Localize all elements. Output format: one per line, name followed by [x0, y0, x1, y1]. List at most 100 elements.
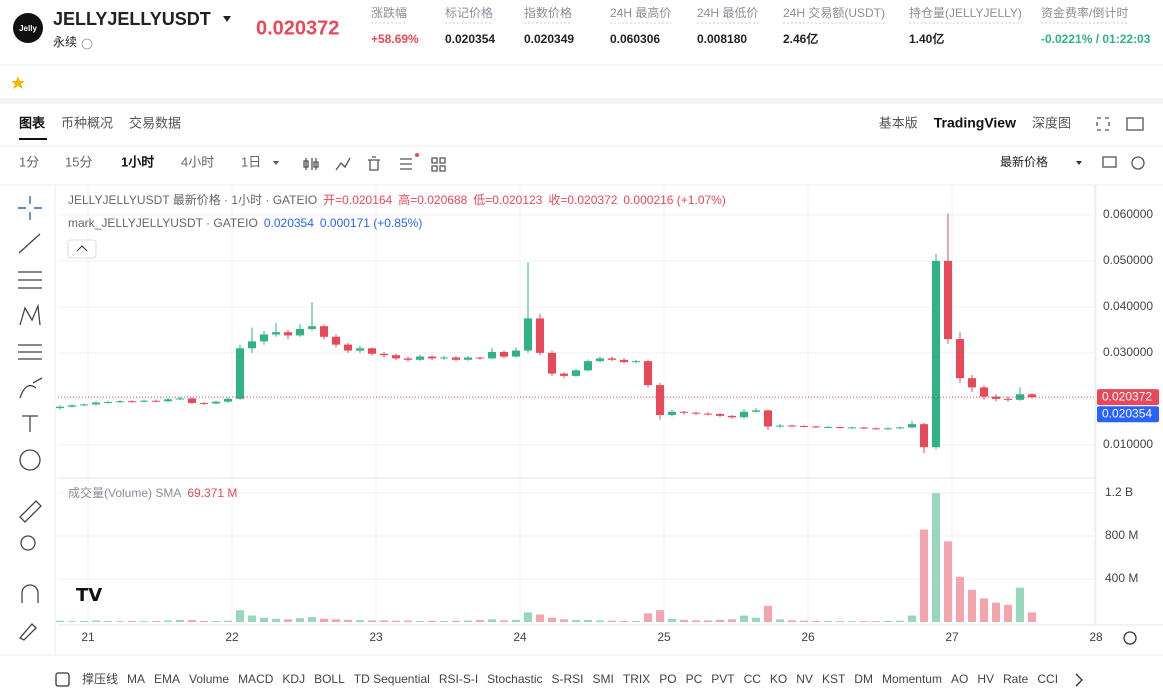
calendar-icon[interactable]: [55, 672, 70, 687]
indicator[interactable]: MACD: [238, 672, 274, 686]
volume-bar: [920, 529, 928, 622]
volume-bar: [56, 620, 64, 622]
dropdown-arrow[interactable]: [223, 16, 231, 22]
indicator[interactable]: Momentum: [882, 672, 942, 686]
time-axis-label: 26: [801, 630, 815, 644]
toolbar-icons: [303, 117, 1145, 172]
projection-tool[interactable]: [18, 344, 42, 360]
indicator[interactable]: SMI: [593, 672, 614, 686]
volume-bar: [824, 620, 832, 622]
candle-body: [632, 361, 640, 363]
indicator[interactable]: Volume: [189, 672, 229, 686]
tab[interactable]: 图表: [19, 115, 46, 130]
indicator[interactable]: Rate: [1003, 672, 1029, 686]
magnet-tool[interactable]: [21, 584, 39, 603]
volume-bar: [248, 615, 256, 622]
indicator[interactable]: NV: [796, 672, 813, 686]
view-tab[interactable]: 深度图: [1032, 115, 1071, 130]
interval[interactable]: 1分: [19, 154, 39, 169]
logo[interactable]: [13, 13, 43, 43]
favorite-star[interactable]: [11, 76, 25, 89]
indicator[interactable]: S-RSI: [552, 672, 584, 686]
interval[interactable]: 4小时: [181, 154, 214, 169]
indicator[interactable]: MA: [127, 672, 145, 686]
indicator[interactable]: HV: [977, 672, 994, 686]
tab[interactable]: 交易数据: [129, 115, 181, 130]
scroll-right-icon[interactable]: [1075, 673, 1083, 687]
indicator[interactable]: KO: [770, 672, 787, 686]
window-icon[interactable]: [1126, 117, 1144, 131]
collapse-button[interactable]: [67, 239, 97, 259]
delete-icon[interactable]: [368, 156, 380, 171]
indicator[interactable]: KST: [822, 672, 846, 686]
volume-bar: [104, 621, 112, 622]
volume-sma: 69.371 M: [187, 486, 237, 500]
interval[interactable]: 1小时: [121, 154, 154, 169]
volume-bar: [296, 618, 304, 622]
fullscreen-icon[interactable]: [1096, 117, 1110, 131]
candle-body: [620, 359, 628, 363]
price-axis-label: 0.030000: [1103, 345, 1153, 359]
list-icon[interactable]: [400, 158, 412, 170]
trendline-tool[interactable]: [18, 233, 41, 254]
indicator[interactable]: Stochastic: [487, 672, 542, 686]
volume-bar: [584, 619, 592, 622]
indicator[interactable]: CCI: [1037, 672, 1058, 686]
candle-body: [896, 427, 904, 429]
indicator-icon[interactable]: [335, 157, 351, 171]
lock-tool[interactable]: [18, 623, 37, 641]
indicator[interactable]: EMA: [154, 672, 180, 686]
indicator[interactable]: KDJ: [282, 672, 305, 686]
candle-type-icon[interactable]: [303, 158, 319, 170]
settings-icon[interactable]: [1131, 156, 1145, 170]
indicator[interactable]: AO: [951, 672, 968, 686]
indicator[interactable]: PO: [659, 672, 676, 686]
camera-icon[interactable]: [1102, 156, 1117, 168]
indicator[interactable]: PVT: [711, 672, 735, 686]
pattern-tool[interactable]: [19, 303, 41, 326]
info-icon[interactable]: [81, 38, 93, 50]
crosshair-tool[interactable]: [18, 196, 42, 220]
price-source[interactable]: 最新价格: [1000, 154, 1048, 169]
tab[interactable]: 币种概况: [61, 115, 113, 130]
candle-body: [152, 400, 160, 402]
indicator[interactable]: CC: [744, 672, 762, 686]
stat-label: 持仓量(JELLYJELLY): [909, 5, 1022, 20]
volume-bar: [236, 610, 244, 622]
volume-bar: [860, 621, 868, 622]
volume-bar: [332, 619, 340, 622]
text-tool[interactable]: [22, 415, 38, 432]
volume-bar: [896, 620, 904, 622]
interval[interactable]: 1日: [241, 154, 261, 169]
candle-body: [356, 348, 364, 351]
symbol[interactable]: JELLYJELLYUSDT: [53, 9, 211, 29]
layout-icon[interactable]: [431, 157, 446, 172]
time-axis-label: 22: [225, 630, 239, 644]
candle-body: [692, 412, 700, 414]
last-price: 0.020372: [256, 17, 339, 39]
dropdown-arrow[interactable]: [1076, 161, 1082, 165]
dropdown-arrow[interactable]: [273, 161, 279, 165]
measure-tool[interactable]: [19, 500, 42, 523]
indicator[interactable]: BOLL: [314, 672, 345, 686]
indicator[interactable]: 撑压线: [82, 671, 118, 686]
candle-body: [596, 358, 604, 362]
stat-label: 24H 交易额(USDT): [783, 5, 885, 20]
interval[interactable]: 15分: [65, 154, 92, 169]
view-tab[interactable]: 基本版: [879, 115, 918, 130]
legend-open: 开=0.020164: [323, 193, 392, 207]
zoom-tool[interactable]: [20, 535, 36, 551]
indicator[interactable]: RSI-S-I: [439, 672, 478, 686]
brush-tool[interactable]: [19, 377, 43, 399]
indicator[interactable]: TD Sequential: [354, 672, 430, 686]
emoji-tool[interactable]: [19, 449, 41, 471]
volume-bar: [68, 621, 76, 622]
fib-tool[interactable]: [18, 271, 42, 289]
chart-settings-icon[interactable]: [1123, 631, 1137, 645]
indicator[interactable]: PC: [686, 672, 703, 686]
indicator[interactable]: TRIX: [623, 672, 650, 686]
candle-body: [572, 370, 580, 376]
view-tab[interactable]: TradingView: [934, 115, 1016, 131]
candle-body: [236, 348, 244, 399]
indicator[interactable]: DM: [854, 672, 873, 686]
